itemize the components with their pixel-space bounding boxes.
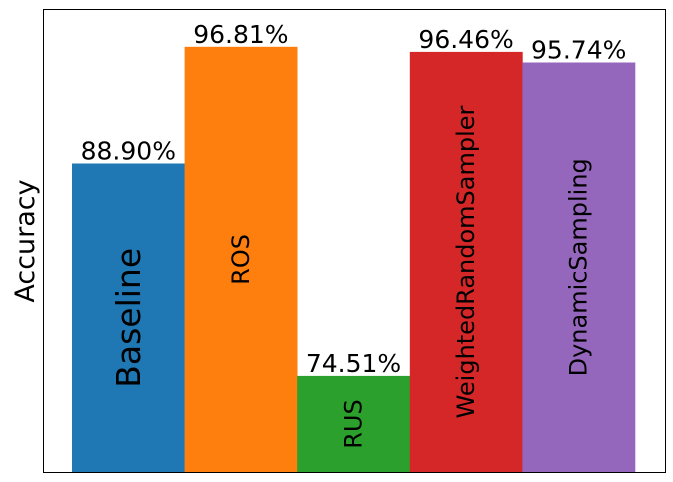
value-label-weightedrandomsampler: 96.46% [418, 25, 513, 54]
category-label-weightedrandomsampler: WeightedRandomSampler [452, 105, 480, 418]
value-label-baseline: 88.90% [81, 137, 176, 166]
bar-dynamicsampling [522, 62, 636, 472]
value-label-ros: 96.81% [193, 20, 288, 49]
category-label-dynamicsampling: DynamicSampling [565, 158, 593, 376]
y-axis-label: Accuracy [10, 179, 41, 302]
plot-frame [43, 9, 666, 473]
value-label-dynamicsampling: 95.74% [531, 36, 626, 65]
bar-baseline [72, 163, 185, 472]
value-label-rus: 74.51% [306, 349, 401, 378]
category-label-baseline: Baseline [109, 248, 148, 388]
bar-weightedrandomsampler [409, 51, 523, 473]
category-label-rus: RUS [340, 399, 368, 448]
bars-layer: 88.90% Baseline 96.81% ROS 74.51% RUS 96.46% We… [72, 20, 636, 473]
bar-rus [297, 375, 411, 472]
category-label-ros: ROS [227, 234, 255, 285]
bar-ros [184, 46, 298, 473]
